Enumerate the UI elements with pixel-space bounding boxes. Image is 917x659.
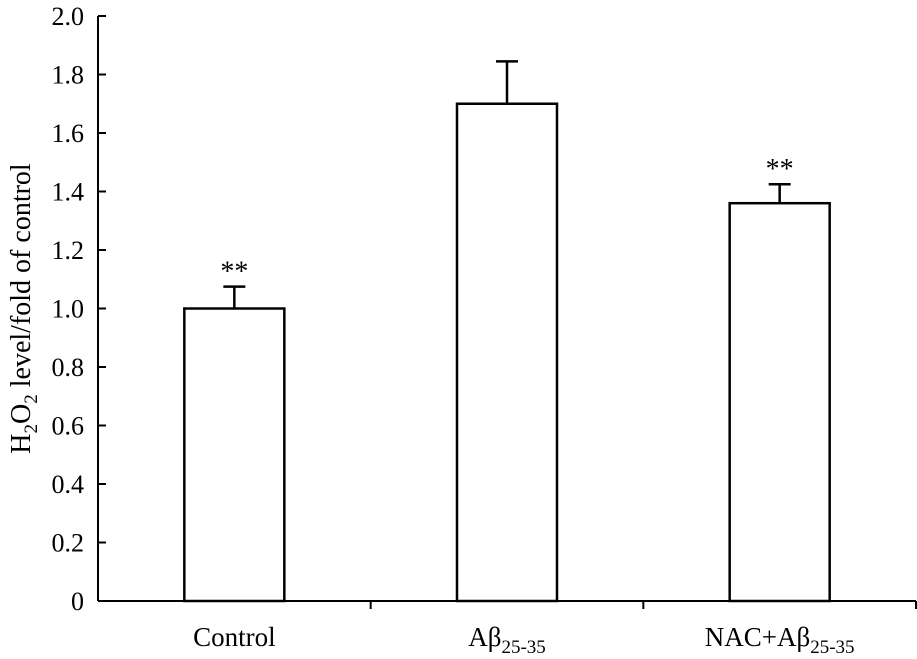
y-tick-label: 0.2 <box>52 529 85 558</box>
bar-abeta <box>455 102 559 603</box>
y-tick-label: 0.8 <box>52 353 85 382</box>
y-tick-label: 0.6 <box>52 412 85 441</box>
bar-nac-abeta <box>728 201 831 603</box>
y-tick-label: 1.2 <box>52 236 85 265</box>
y-tick-label: 1.0 <box>52 295 85 324</box>
y-tick-label: 0.4 <box>52 470 85 499</box>
y-tick-label: 0 <box>71 587 84 616</box>
x-label-nac-abeta: NAC+Aβ25-35 <box>705 622 855 658</box>
chart-bars <box>183 60 831 603</box>
y-tick-label: 1.8 <box>52 61 85 90</box>
chart-labels: 0 0.2 0.4 0.6 0.8 1.0 1.2 1.4 1.6 1.8 2.0 ** Control… <box>6 2 855 658</box>
bar-control <box>183 307 286 603</box>
x-label-control: Control <box>193 622 276 652</box>
y-tick-label: 1.6 <box>52 119 85 148</box>
x-label-abeta: Aβ25-35 <box>468 622 546 658</box>
y-axis-title: H2O2 level/fold of control <box>6 163 42 454</box>
y-tick-label: 1.4 <box>52 178 85 207</box>
y-tick-label: 2.0 <box>52 2 85 31</box>
significance-nac-abeta: ** <box>766 154 794 185</box>
significance-control: ** <box>220 257 248 288</box>
